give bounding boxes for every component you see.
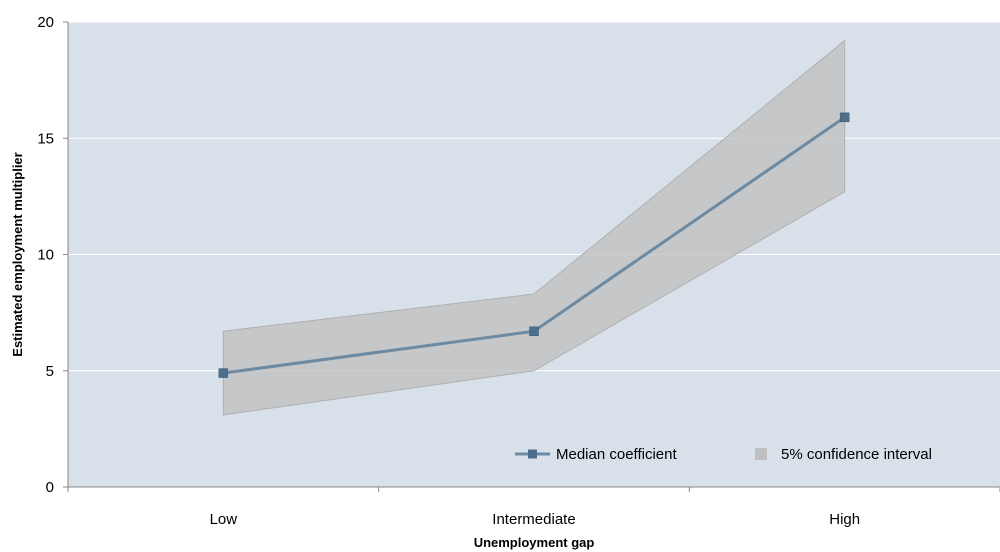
legend: Median coefficient 5% confidence interva… [515,446,932,463]
y-tick-label: 0 [46,479,54,496]
y-tick-label: 15 [37,130,54,147]
median-point [218,368,229,378]
x-tick-label: High [829,511,860,528]
y-axis-title: Estimated employment multiplier [10,152,25,356]
legend-label-ci: 5% confidence interval [781,446,932,463]
x-tick-label: Low [210,511,238,528]
median-point [529,326,539,336]
y-tick-label: 10 [37,247,54,264]
legend-label-median: Median coefficient [556,446,677,463]
x-tick-label: Intermediate [492,511,575,528]
y-tick-label: 5 [46,363,54,380]
y-tick-labels: 0 5 10 15 20 [37,14,68,496]
median-markers [218,112,850,378]
x-tick-labels: Low Intermediate High [67,487,1000,528]
confidence-band [222,39,846,416]
median-point [839,112,850,123]
x-axis-title: Unemployment gap [474,535,595,550]
y-tick-label: 20 [37,14,54,31]
legend-marker-swatch [528,449,537,459]
legend-band-swatch [755,448,767,460]
